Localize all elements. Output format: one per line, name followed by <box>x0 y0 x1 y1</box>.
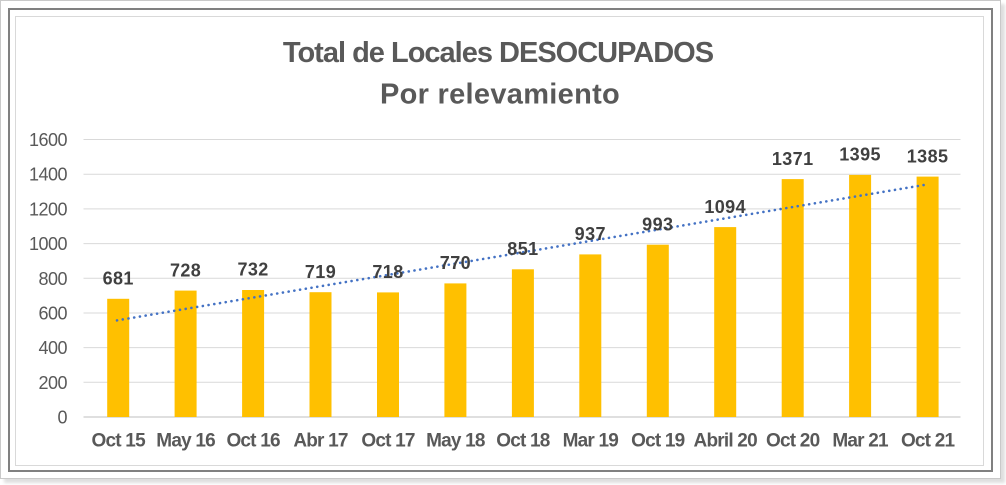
svg-text:732: 732 <box>237 260 268 280</box>
svg-text:1000: 1000 <box>29 234 68 254</box>
svg-text:728: 728 <box>170 260 201 280</box>
svg-text:Por relevamiento: Por relevamiento <box>380 79 620 111</box>
svg-text:Abril 20: Abril 20 <box>694 430 758 451</box>
svg-text:Total de Locales DESOCUPADOS: Total de Locales DESOCUPADOS <box>283 37 714 69</box>
svg-text:Oct 19: Oct 19 <box>631 430 685 451</box>
svg-text:Oct 18: Oct 18 <box>496 430 550 451</box>
svg-text:Oct 16: Oct 16 <box>226 430 280 451</box>
svg-text:400: 400 <box>38 338 67 358</box>
svg-text:800: 800 <box>38 269 67 289</box>
svg-text:993: 993 <box>642 214 673 234</box>
svg-text:1385: 1385 <box>907 146 949 166</box>
svg-text:Oct 21: Oct 21 <box>901 430 956 451</box>
svg-text:Oct 17: Oct 17 <box>361 430 415 451</box>
svg-text:719: 719 <box>305 262 336 282</box>
svg-text:1395: 1395 <box>839 145 881 165</box>
svg-text:Oct 15: Oct 15 <box>92 430 147 451</box>
svg-text:1400: 1400 <box>29 165 68 185</box>
svg-text:1600: 1600 <box>29 130 68 150</box>
svg-text:718: 718 <box>372 262 403 282</box>
svg-text:May 16: May 16 <box>156 430 215 451</box>
svg-text:851: 851 <box>507 239 538 259</box>
svg-text:Mar 19: Mar 19 <box>563 430 619 451</box>
svg-text:Mar 21: Mar 21 <box>832 430 889 451</box>
svg-text:770: 770 <box>440 253 471 273</box>
svg-text:1200: 1200 <box>29 199 68 219</box>
svg-text:Oct 20: Oct 20 <box>766 430 820 451</box>
svg-text:600: 600 <box>38 304 67 324</box>
svg-text:0: 0 <box>57 408 67 428</box>
svg-text:May 18: May 18 <box>426 430 485 451</box>
svg-text:681: 681 <box>103 269 134 289</box>
svg-text:1094: 1094 <box>704 197 746 217</box>
svg-text:200: 200 <box>38 373 67 393</box>
svg-text:1371: 1371 <box>772 149 814 169</box>
svg-text:937: 937 <box>575 224 606 244</box>
svg-text:Abr 17: Abr 17 <box>293 430 348 451</box>
